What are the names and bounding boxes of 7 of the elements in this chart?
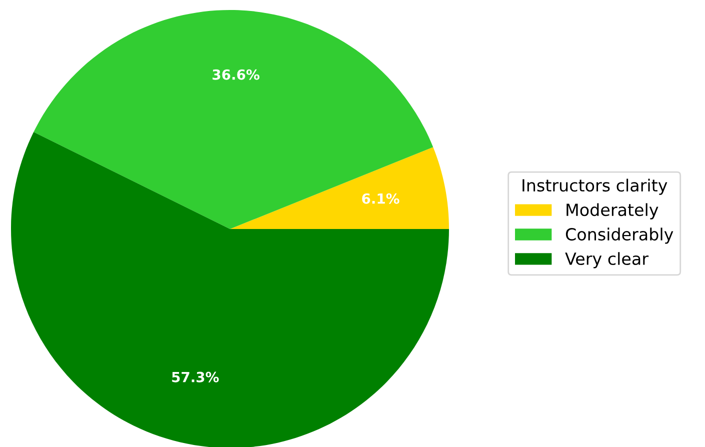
legend-title: Instructors clarity (522, 178, 668, 195)
data-label: 6.1% (362, 193, 400, 204)
data-label: 57.3% (172, 372, 219, 382)
legend-label: Considerably (566, 228, 674, 244)
legend-label: Moderately (566, 203, 658, 220)
data-label: 36.6% (212, 69, 260, 80)
legend-label: Very clear (565, 252, 648, 268)
